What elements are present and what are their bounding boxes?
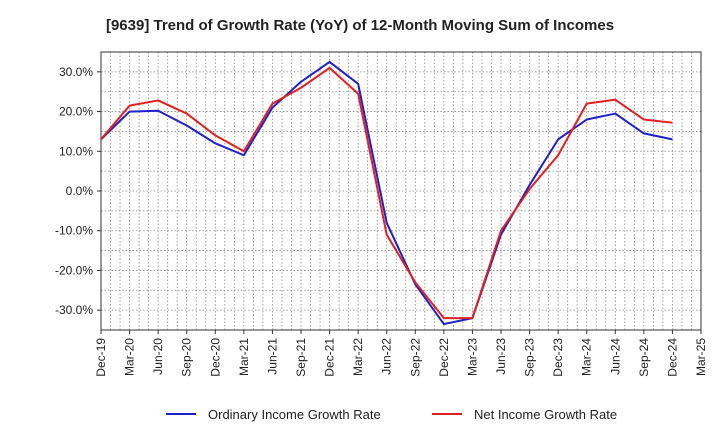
x-tick-label: Mar-25 (694, 338, 708, 376)
x-tick-label: Mar-22 (351, 338, 365, 376)
series-line-1 (100, 60, 673, 326)
y-axis: -30.0% -20.0% -10.0% 0.0% 10.0% 20.0% 30.0% (55, 65, 101, 317)
legend: Ordinary Income Growth Rate Net Income Gr… (166, 407, 617, 422)
x-tick-label: Sep-21 (294, 338, 308, 377)
x-tick-label: Dec-20 (208, 338, 222, 377)
y-tick-label: -10.0% (55, 224, 93, 238)
x-tick-label: Dec-21 (323, 338, 337, 377)
x-tick-label: Dec-22 (437, 338, 451, 377)
y-tick-label: 0.0% (66, 184, 94, 198)
x-tick-label: Jun-22 (380, 338, 394, 375)
y-tick-label: -30.0% (55, 303, 93, 317)
x-tick-label: Dec-19 (94, 338, 108, 377)
legend-label: Ordinary Income Growth Rate (208, 407, 381, 422)
x-tick-label: Mar-24 (580, 338, 594, 376)
legend-label: Net Income Growth Rate (474, 407, 617, 422)
y-tick-label: 10.0% (59, 144, 93, 158)
y-tick-label: 30.0% (59, 65, 93, 79)
x-tick-label: Sep-22 (408, 338, 422, 377)
x-axis: Dec-19 Mar-20 Jun-20 Sep-20 Dec-20 Mar-21 Jun-… (94, 330, 708, 377)
x-tick-label: Sep-24 (637, 338, 651, 377)
x-tick-label: Sep-23 (523, 338, 537, 377)
x-tick-label: Jun-23 (494, 338, 508, 375)
x-tick-label: Jun-20 (151, 338, 165, 375)
x-tick-label: Mar-23 (465, 338, 479, 376)
x-tick-label: Mar-21 (237, 338, 251, 376)
x-tick-label: Jun-24 (608, 338, 622, 375)
x-tick-label: Mar-20 (123, 338, 137, 376)
x-tick-label: Sep-20 (180, 338, 194, 377)
plot-area (100, 51, 702, 331)
series-layer (100, 60, 673, 326)
x-tick-label: Dec-23 (551, 338, 565, 377)
y-tick-label: 20.0% (59, 105, 93, 119)
series-line-2 (100, 66, 673, 320)
y-tick-label: -20.0% (55, 263, 93, 277)
grid (100, 51, 702, 331)
chart-title: [9639] Trend of Growth Rate (YoY) of 12-… (106, 17, 614, 34)
x-tick-label: Jun-21 (265, 338, 279, 375)
x-tick-label: Dec-24 (665, 338, 679, 377)
